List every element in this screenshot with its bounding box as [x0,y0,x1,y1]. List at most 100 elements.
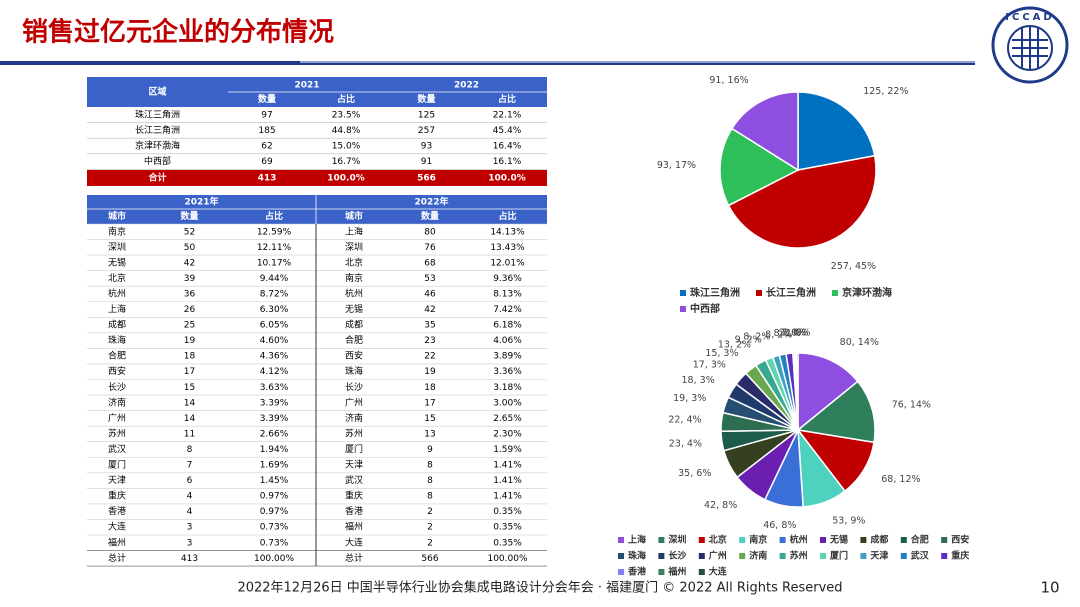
cell: 总计 [108,552,126,564]
cell: 上海 [345,225,363,237]
cell: 武汉 [108,443,126,455]
header-cell: 占比 [337,93,355,105]
cell: 566 [421,554,438,564]
legend-label: 长沙 [668,550,686,562]
total-row-bg [87,170,547,186]
cell: 2.66% [260,429,289,439]
cell: 1.94% [260,445,289,455]
data-label: 68, 12% [881,474,920,485]
data-label: 80, 14% [840,337,879,348]
cell: 45.4% [493,126,522,136]
data-label: 23, 4% [669,438,702,449]
cell: 香港 [108,505,126,517]
cell: 22 [424,352,435,362]
cell: 46 [424,289,436,299]
cell: 14 [184,398,196,408]
cell: 珠海 [108,334,126,346]
cell: 4.06% [493,336,522,346]
logo-text: ICCAD [1005,12,1054,23]
logo-grid [1012,26,1048,70]
cell: 中西部 [144,155,171,167]
cell: 3.39% [260,414,289,424]
cell: 香港 [345,505,363,517]
cell: 8 [427,492,433,502]
cell: 2.30% [493,429,522,439]
cell: 42 [424,305,435,315]
cell: 福州 [345,521,363,533]
cell: 3.18% [493,383,522,393]
footer: 2022年12月26日 中国半导体行业协会集成电路设计分会年会 · 福建厦门 ©… [237,580,842,596]
cell: 合肥 [345,334,363,346]
cell: 18 [184,352,196,362]
cell: 7 [187,461,193,471]
total-cell: 100.0% [488,174,526,184]
data-label: 17, 3% [693,360,726,371]
cell: 13.43% [490,243,525,253]
legend-swatch [941,537,948,543]
cell: 重庆 [108,490,126,502]
header-cell: 数量 [421,210,439,222]
header-cell: 占比 [265,210,283,222]
cell: 北京 [108,272,126,284]
header-cell: 2021年 [184,196,218,208]
cell: 68 [424,258,436,268]
cell: 16.4% [493,142,522,152]
cell: 35 [424,321,435,331]
cell: 8 [187,445,193,455]
cell: 0.97% [260,507,289,517]
cell: 京津环渤海 [135,140,180,152]
data-label: 9, 2% [735,335,762,346]
cell: 厦门 [108,459,126,471]
data-label: 18, 3% [682,375,715,386]
legend-label: 中西部 [690,302,720,315]
cell: 0.35% [493,538,522,548]
legend-label: 南京 [749,534,767,546]
cell: 125 [418,110,435,120]
header-cell: 2022 [454,81,479,91]
data-label: 76, 14% [892,399,931,410]
data-label: 125, 22% [863,86,908,97]
legend-swatch [739,553,746,559]
pie-slice [797,91,876,171]
cell: 6 [187,476,193,486]
data-label: 91, 16% [709,75,748,86]
cell: 西安 [345,350,363,362]
data-label: 22, 4% [668,414,701,425]
pie-slice [797,352,859,432]
cell: 62 [261,142,272,152]
cell: 福州 [108,536,126,548]
cell: 4.60% [260,336,289,346]
cell: 50 [184,243,196,253]
cell: 22.1% [493,110,522,120]
legend-swatch [698,537,705,543]
legend-label: 天津 [870,550,888,562]
cell: 上海 [108,303,126,315]
cell: 413 [181,554,198,564]
legend-swatch [658,537,665,543]
cell: 69 [261,157,273,167]
cell: 3.89% [493,352,522,362]
cell: 0.73% [260,538,289,548]
cell: 北京 [345,256,363,268]
header-cell: 城市 [108,210,126,222]
cell: 12.11% [257,243,292,253]
cell: 15.0% [332,142,361,152]
data-label: 15, 3% [705,348,738,359]
legend-swatch [820,537,826,543]
cell: 44.8% [332,126,361,136]
cell: 19 [184,336,196,346]
legend-label: 大连 [709,566,728,578]
legend-label: 京津环渤海 [842,286,892,299]
cell: 100.00% [487,554,527,564]
pie-slice [730,91,799,172]
cell: 珠江三角洲 [135,108,180,120]
cell: 8 [427,461,433,471]
pie-slice [795,352,799,431]
cell: 2 [427,523,433,533]
cell: 8 [427,476,433,486]
legend-swatch [900,553,907,559]
legend-swatch [680,306,686,312]
data-label: 19, 3% [673,393,706,404]
header-cell: 占比 [498,93,516,105]
cell: 1.59% [493,445,522,455]
